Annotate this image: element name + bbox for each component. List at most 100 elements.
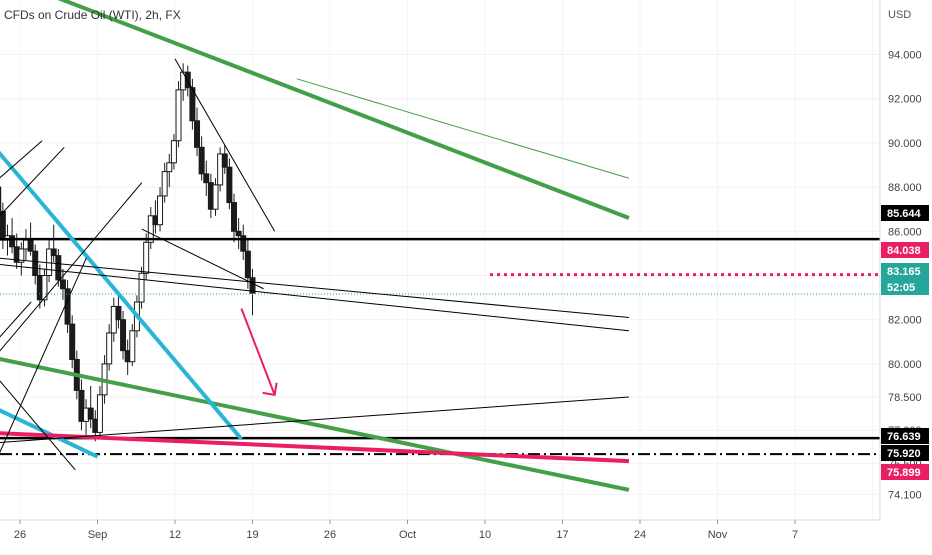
candle-body — [138, 272, 145, 303]
x-tick-label: Nov — [708, 529, 728, 541]
chart-title: CFDs on Crude Oil (WTI), 2h, FX — [4, 8, 181, 22]
price-label-text: 76.639 — [887, 431, 921, 443]
price-label-bg — [881, 464, 929, 480]
candle-body — [244, 250, 251, 279]
trend-line — [0, 150, 243, 441]
x-tick-label: 10 — [479, 529, 491, 541]
candle-body — [184, 71, 191, 89]
x-tick-label: 7 — [792, 529, 798, 541]
price-label-text: 84.038 — [887, 245, 921, 257]
x-tick-label: 12 — [169, 529, 181, 541]
trend-line — [0, 263, 629, 332]
price-label-text: 75.899 — [887, 467, 921, 479]
trend-line — [0, 396, 629, 444]
trend-line — [174, 58, 276, 232]
candle-body — [221, 153, 228, 168]
y-tick-label: 74.100 — [888, 489, 922, 501]
candle-body — [226, 166, 233, 204]
trend-line — [0, 182, 143, 352]
candle-body — [32, 250, 39, 277]
trend-line — [141, 228, 264, 290]
price-label-bg — [881, 263, 929, 279]
candle-body — [212, 184, 219, 210]
price-label: 76.639 — [881, 428, 929, 444]
candle-body — [143, 241, 150, 274]
candle-body — [55, 255, 62, 281]
price-label: 83.165 — [881, 263, 929, 279]
candle-body — [96, 394, 103, 433]
candle-body — [106, 332, 113, 365]
candle-body — [59, 279, 66, 290]
y-tick-label: 92.000 — [888, 94, 922, 106]
candle-body — [115, 305, 122, 321]
x-tick-label: 26 — [14, 529, 26, 541]
candle-body — [129, 330, 136, 363]
candle-body — [194, 120, 201, 148]
candle-body — [147, 215, 154, 243]
trend-line — [0, 257, 629, 318]
candle-body — [161, 171, 168, 197]
trend-line — [57, 0, 630, 220]
projection-arrow — [240, 308, 276, 396]
price-label-text: 85.644 — [887, 208, 922, 220]
y-tick-label: 82.000 — [888, 315, 922, 327]
currency-label: USD — [888, 9, 911, 21]
candle-body — [9, 235, 16, 248]
candle-body — [18, 248, 25, 263]
trend-line — [0, 140, 43, 179]
candle-body — [217, 153, 224, 186]
candle-body — [175, 89, 182, 142]
candle-body — [0, 186, 2, 212]
x-tick-label: 24 — [634, 529, 646, 541]
x-tick-label: 17 — [556, 529, 568, 541]
candle-body — [78, 389, 85, 422]
candle-body — [203, 173, 210, 184]
price-label-text: 83.165 — [887, 266, 921, 278]
candle-body — [240, 235, 247, 252]
y-tick-label: 78.500 — [888, 392, 922, 404]
projection-arrow-head — [262, 382, 278, 396]
price-label-bg — [881, 242, 929, 258]
candle-body — [120, 319, 127, 352]
candle-body — [41, 275, 48, 301]
price-label: 84.038 — [881, 242, 929, 258]
price-label: 85.644 — [881, 205, 929, 221]
y-tick-label: 88.000 — [888, 182, 922, 194]
x-tick-label: 19 — [246, 529, 258, 541]
trend-line — [296, 78, 630, 179]
trend-line — [0, 380, 76, 471]
price-label: 75.899 — [881, 464, 929, 480]
candle-body — [198, 146, 205, 175]
candle-body — [50, 248, 57, 257]
candle-body — [235, 230, 242, 237]
candle-body — [170, 140, 177, 164]
y-tick-label: 86.000 — [888, 226, 922, 238]
candle-body — [69, 323, 76, 360]
y-tick-label: 80.000 — [888, 359, 922, 371]
trend-line — [0, 257, 87, 454]
y-tick-label: 90.000 — [888, 138, 922, 150]
price-label-text: 52:05 — [887, 282, 915, 294]
x-tick-label: 26 — [324, 529, 336, 541]
price-label-bg — [881, 428, 929, 444]
price-label-text: 75.920 — [887, 448, 921, 460]
y-tick-label: 94.000 — [888, 50, 922, 62]
candle-body — [157, 195, 164, 226]
price-label-bg — [881, 279, 929, 295]
candle-body — [189, 87, 196, 122]
price-label: 52:05 — [881, 279, 929, 295]
price-label-bg — [881, 445, 929, 461]
price-label-bg — [881, 205, 929, 221]
trend-line — [0, 431, 630, 464]
candle-body — [231, 202, 238, 232]
candle-body — [249, 277, 256, 294]
trend-line — [0, 146, 65, 217]
trend-line — [0, 301, 32, 338]
x-tick-label: Oct — [399, 529, 416, 541]
candle-body — [166, 162, 173, 173]
x-tick-label: Sep — [88, 529, 108, 541]
price-label: 75.920 — [881, 445, 929, 461]
trend-line — [0, 357, 630, 492]
